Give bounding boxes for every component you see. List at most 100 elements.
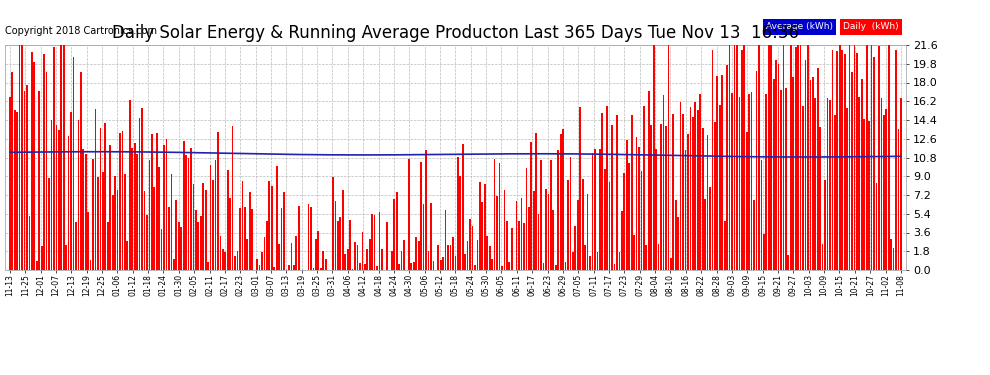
Bar bbox=[55, 125, 57, 270]
Bar bbox=[244, 207, 246, 270]
Bar bbox=[687, 134, 689, 270]
Bar bbox=[817, 68, 819, 270]
Bar bbox=[866, 45, 867, 270]
Bar bbox=[541, 160, 542, 270]
Bar bbox=[90, 261, 91, 270]
Bar bbox=[31, 52, 33, 270]
Bar bbox=[276, 166, 277, 270]
Bar bbox=[614, 264, 616, 270]
Bar bbox=[574, 226, 576, 270]
Bar bbox=[256, 259, 258, 270]
Bar bbox=[763, 234, 764, 270]
Bar bbox=[888, 45, 890, 270]
Bar bbox=[237, 251, 239, 270]
Bar bbox=[391, 251, 393, 270]
Bar bbox=[856, 53, 857, 270]
Bar bbox=[584, 245, 586, 270]
Bar bbox=[484, 184, 486, 270]
Bar bbox=[374, 215, 375, 270]
Bar bbox=[755, 71, 757, 270]
Bar bbox=[349, 220, 351, 270]
Bar bbox=[878, 46, 880, 270]
Bar bbox=[494, 159, 495, 270]
Bar bbox=[132, 148, 133, 270]
Bar bbox=[557, 150, 559, 270]
Bar bbox=[112, 195, 114, 270]
Bar bbox=[155, 133, 157, 270]
Bar bbox=[242, 181, 244, 270]
Bar bbox=[734, 45, 736, 270]
Bar bbox=[263, 237, 265, 270]
Bar bbox=[386, 222, 388, 270]
Bar bbox=[665, 126, 667, 270]
Bar bbox=[438, 245, 440, 270]
Bar bbox=[827, 98, 829, 270]
Bar bbox=[72, 57, 74, 270]
Bar bbox=[765, 94, 767, 270]
Bar bbox=[14, 110, 16, 270]
Bar bbox=[401, 251, 402, 270]
Bar bbox=[335, 201, 337, 270]
Bar bbox=[153, 188, 155, 270]
Bar bbox=[459, 176, 461, 270]
Bar bbox=[690, 107, 691, 270]
Bar bbox=[609, 182, 611, 270]
Bar bbox=[168, 207, 170, 270]
Bar bbox=[486, 236, 488, 270]
Bar bbox=[800, 45, 802, 270]
Bar bbox=[220, 236, 221, 270]
Bar bbox=[142, 108, 143, 270]
Bar bbox=[85, 154, 86, 270]
Bar bbox=[423, 204, 425, 270]
Bar bbox=[662, 95, 664, 270]
Bar bbox=[411, 262, 412, 270]
Bar bbox=[34, 62, 36, 270]
Bar bbox=[641, 171, 643, 270]
Bar bbox=[750, 92, 752, 270]
Bar bbox=[197, 222, 199, 270]
Bar bbox=[248, 192, 250, 270]
Bar bbox=[396, 192, 398, 270]
Bar bbox=[837, 51, 839, 270]
Bar bbox=[832, 50, 834, 270]
Bar bbox=[122, 131, 124, 270]
Bar bbox=[873, 57, 875, 270]
Bar bbox=[158, 166, 160, 270]
Bar bbox=[697, 110, 699, 270]
Bar bbox=[160, 229, 162, 270]
Bar bbox=[117, 189, 119, 270]
Bar bbox=[704, 199, 706, 270]
Bar bbox=[562, 129, 564, 270]
Bar bbox=[62, 45, 64, 270]
Bar bbox=[251, 209, 253, 270]
Bar bbox=[127, 241, 129, 270]
Bar bbox=[604, 169, 606, 270]
Bar bbox=[178, 222, 179, 270]
Bar bbox=[770, 45, 772, 270]
Bar bbox=[457, 158, 458, 270]
Bar bbox=[356, 245, 358, 270]
Bar bbox=[464, 254, 466, 270]
Bar bbox=[87, 212, 89, 270]
Bar bbox=[454, 256, 456, 270]
Bar bbox=[67, 136, 69, 270]
Bar bbox=[842, 50, 843, 270]
Bar bbox=[805, 60, 806, 270]
Bar bbox=[719, 105, 721, 270]
Bar bbox=[21, 45, 23, 270]
Bar bbox=[70, 112, 72, 270]
Bar bbox=[215, 160, 217, 270]
Bar bbox=[222, 249, 224, 270]
Bar bbox=[853, 45, 855, 270]
Bar bbox=[829, 100, 831, 270]
Bar bbox=[848, 45, 850, 270]
Bar bbox=[592, 153, 593, 270]
Bar bbox=[528, 207, 530, 270]
Bar bbox=[802, 106, 804, 270]
Bar bbox=[820, 127, 821, 270]
Bar bbox=[587, 194, 588, 270]
Bar bbox=[452, 237, 453, 270]
Bar bbox=[170, 174, 172, 270]
Bar bbox=[227, 170, 229, 270]
Bar bbox=[60, 45, 62, 270]
